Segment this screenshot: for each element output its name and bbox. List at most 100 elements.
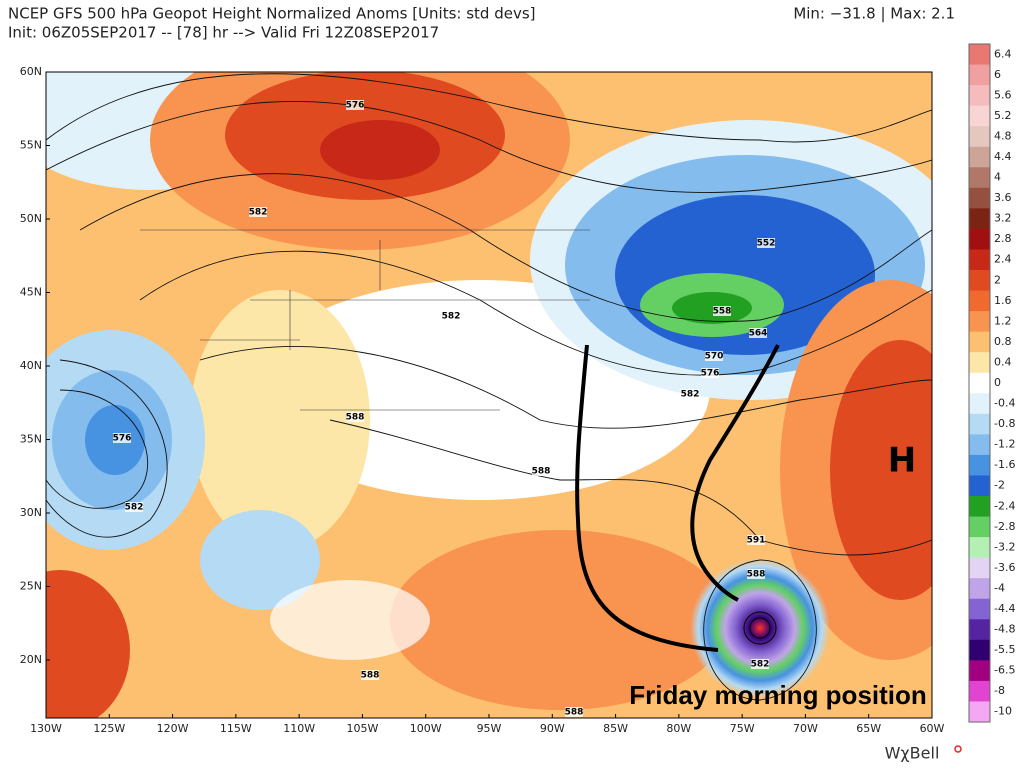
contour-label: 591: [747, 536, 766, 546]
colorbar-label: 5.2: [994, 109, 1012, 122]
lon-label: 80W: [666, 722, 691, 735]
colorbar-cell: [969, 331, 990, 353]
lat-label: 35N: [20, 433, 42, 446]
colorbar-label: 0: [994, 376, 1001, 389]
colorbar-cell: [969, 619, 990, 641]
colorbar-label: 3.6: [994, 191, 1012, 204]
lat-label: 45N: [20, 286, 42, 299]
colorbar-cell: [969, 311, 990, 333]
lon-label: 125W: [93, 722, 125, 735]
map-field: [46, 72, 932, 718]
colorbar-cell: [969, 434, 990, 456]
colorbar-cell: [969, 496, 990, 518]
colorbar-cell: [969, 290, 990, 312]
contour-label-bg: [747, 535, 765, 545]
lon-label: 90W: [540, 722, 565, 735]
contour-label-bg: [125, 502, 143, 512]
colorbar-label: -2: [994, 479, 1005, 492]
lon-label: 110W: [283, 722, 315, 735]
lon-label: 95W: [477, 722, 502, 735]
annotation-note: Friday morning position: [629, 680, 927, 710]
contour-label-bg: [701, 368, 719, 378]
contour-label: 576: [701, 369, 720, 379]
colorbar-label: 6.4: [994, 47, 1012, 60]
colorbar-cell: [969, 187, 990, 209]
colorbar-cell: [969, 660, 990, 682]
colorbar-label: -2.4: [994, 499, 1015, 512]
contour-label: 564: [749, 329, 768, 339]
lon-label: 100W: [410, 722, 442, 735]
colorbar-cell: [969, 208, 990, 230]
colorbar-cell: [969, 249, 990, 271]
colorbar-label: -2.8: [994, 520, 1015, 533]
colorbar-label: -4: [994, 581, 1005, 594]
colorbar-cell: [969, 44, 990, 66]
colorbar-label: -10: [994, 705, 1012, 718]
colorbar-cell: [969, 578, 990, 600]
colorbar-cell: [969, 228, 990, 250]
contour-label: 588: [346, 413, 365, 423]
contour-label-bg: [757, 238, 775, 248]
lon-label: 70W: [793, 722, 818, 735]
colorbar-label: 2.8: [994, 232, 1012, 245]
colorbar-label: 0.8: [994, 335, 1012, 348]
lat-label: 55N: [20, 139, 42, 152]
colorbar-label: 4.8: [994, 129, 1012, 142]
map-title: NCEP GFS 500 hPa Geopot Height Normalize…: [8, 5, 536, 23]
colorbar-label: 4: [994, 171, 1001, 184]
contour-label: 582: [125, 503, 144, 513]
contour-label: 576: [346, 101, 365, 111]
colorbar-label: -3.6: [994, 561, 1015, 574]
contour-label-bg: [565, 707, 583, 717]
colorbar-label: -0.4: [994, 397, 1015, 410]
colorbar-cell: [969, 85, 990, 107]
contour-label: 582: [442, 312, 461, 322]
colorbar-label: 2: [994, 273, 1001, 286]
colorbar-label: -1.6: [994, 458, 1015, 471]
high-marker: H: [888, 441, 916, 481]
contour-label-bg: [346, 100, 364, 110]
colorbar-label: -3.2: [994, 540, 1015, 553]
contour-label: 588: [361, 671, 380, 681]
contour-label: 576: [113, 434, 132, 444]
colorbar-label: -6.5: [994, 664, 1015, 677]
contour-label-bg: [442, 311, 460, 321]
lat-label: 50N: [20, 212, 42, 225]
colorbar-cell: [969, 126, 990, 148]
colorbar-cell: [969, 516, 990, 538]
lat-label: 30N: [20, 506, 42, 519]
colorbar-label: 1.2: [994, 314, 1012, 327]
contour-label: 588: [532, 467, 551, 477]
colorbar-label: -0.8: [994, 417, 1015, 430]
contour-label-bg: [681, 389, 699, 399]
contour-label-bg: [751, 659, 769, 669]
lon-label: 75W: [730, 722, 755, 735]
contour-label: 588: [565, 708, 584, 718]
contour-label-bg: [705, 351, 723, 361]
contour-label-bg: [532, 466, 550, 476]
colorbar-cell: [969, 557, 990, 579]
lon-label: 105W: [346, 722, 378, 735]
colorbar-cell: [969, 680, 990, 702]
colorbar-cell: [969, 352, 990, 374]
colorbar-label: 5.6: [994, 88, 1012, 101]
colorbar-label: -1.2: [994, 438, 1015, 451]
lon-label: 60W: [920, 722, 945, 735]
contour-label: 582: [681, 390, 700, 400]
lat-label: 40N: [20, 359, 42, 372]
colorbar-label: -4.4: [994, 602, 1015, 615]
colorbar-cell: [969, 598, 990, 620]
colorbar-cell: [969, 475, 990, 497]
lat-label: 60N: [20, 65, 42, 78]
colorbar-label: 2.4: [994, 253, 1012, 266]
contour-label-bg: [713, 306, 731, 316]
contour-label-bg: [113, 433, 131, 443]
colorbar-label: 6: [994, 68, 1001, 81]
logo: WχBell: [885, 744, 940, 763]
contour-label-bg: [361, 670, 379, 680]
min-max: Min: −31.8 | Max: 2.1: [793, 5, 955, 23]
lon-label: 85W: [603, 722, 628, 735]
colorbar-label: -4.8: [994, 623, 1015, 636]
